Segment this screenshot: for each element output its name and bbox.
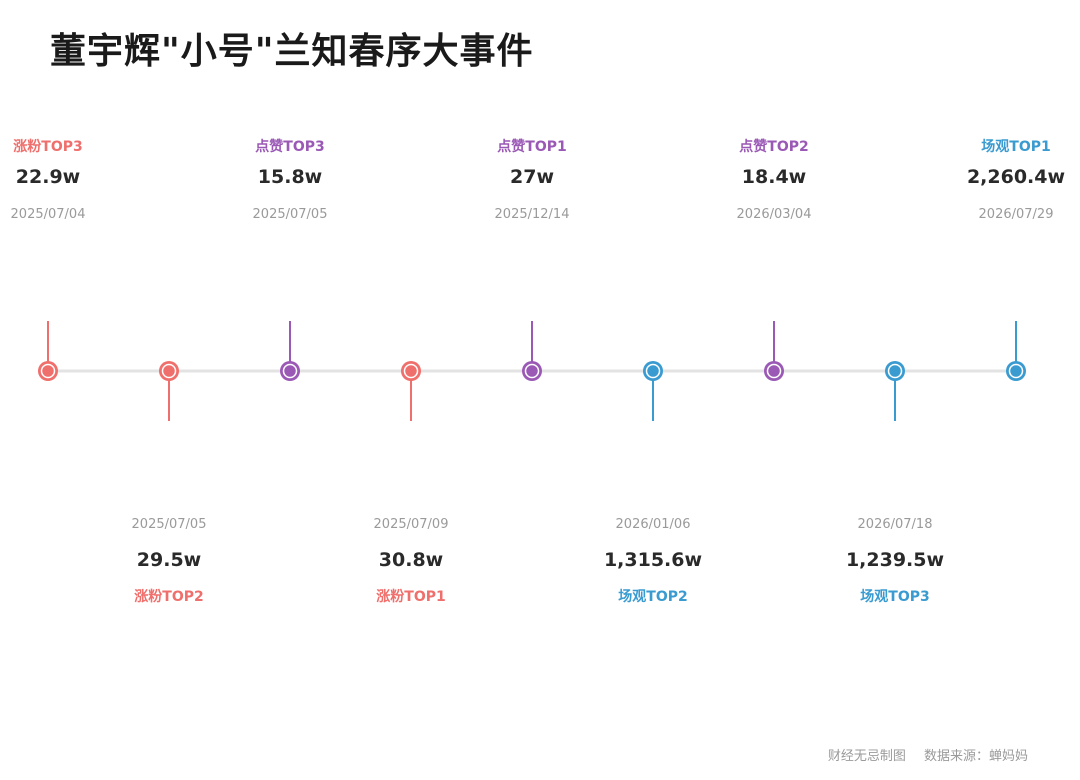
event-marker-ring (40, 363, 56, 379)
event-date: 2025/07/05 (252, 207, 328, 222)
event-category: 点赞TOP1 (497, 139, 567, 155)
event-marker-ring (161, 363, 177, 379)
event-value: 18.4w (741, 166, 807, 188)
footer-source: 数据来源：蝉妈妈 (923, 749, 1028, 764)
event-category: 涨粉TOP1 (376, 589, 446, 605)
event-category: 场观TOP2 (618, 589, 688, 605)
page-title: 董宇辉"小号"兰知春序大事件 (50, 31, 534, 72)
event-marker-ring (403, 363, 419, 379)
event-date: 2025/12/14 (494, 207, 570, 222)
event-value: 22.9w (15, 166, 81, 188)
event-category: 场观TOP3 (860, 589, 930, 605)
event-value: 15.8w (257, 166, 323, 188)
event-marker-ring (645, 363, 661, 379)
event-marker-ring (524, 363, 540, 379)
event-value: 27w (510, 166, 554, 188)
event-marker-ring (766, 363, 782, 379)
event-marker-ring (282, 363, 298, 379)
event-marker-ring (1008, 363, 1024, 379)
event-date: 2026/03/04 (736, 207, 812, 222)
event-value: 1,239.5w (845, 549, 945, 571)
event-value: 29.5w (136, 549, 202, 571)
event-marker-ring (887, 363, 903, 379)
event-category: 场观TOP1 (981, 139, 1051, 155)
event-date: 2025/07/04 (10, 207, 86, 222)
event-value: 1,315.6w (603, 549, 703, 571)
event-date: 2025/07/05 (131, 517, 207, 532)
footer: 财经无忌制图 数据来源：蝉妈妈 (828, 745, 1028, 764)
event-date: 2026/07/18 (857, 517, 933, 532)
event-category: 涨粉TOP3 (13, 139, 83, 155)
event-date: 2025/07/09 (373, 517, 449, 532)
event-value: 30.8w (378, 549, 444, 571)
event-date: 2026/07/29 (978, 207, 1054, 222)
event-value: 2,260.4w (966, 166, 1066, 188)
event-category: 涨粉TOP2 (134, 589, 204, 605)
event-category: 点赞TOP2 (739, 139, 809, 155)
footer-credit: 财经无忌制图 (827, 749, 906, 764)
event-date: 2026/01/06 (615, 517, 691, 532)
event-category: 点赞TOP3 (255, 139, 325, 155)
